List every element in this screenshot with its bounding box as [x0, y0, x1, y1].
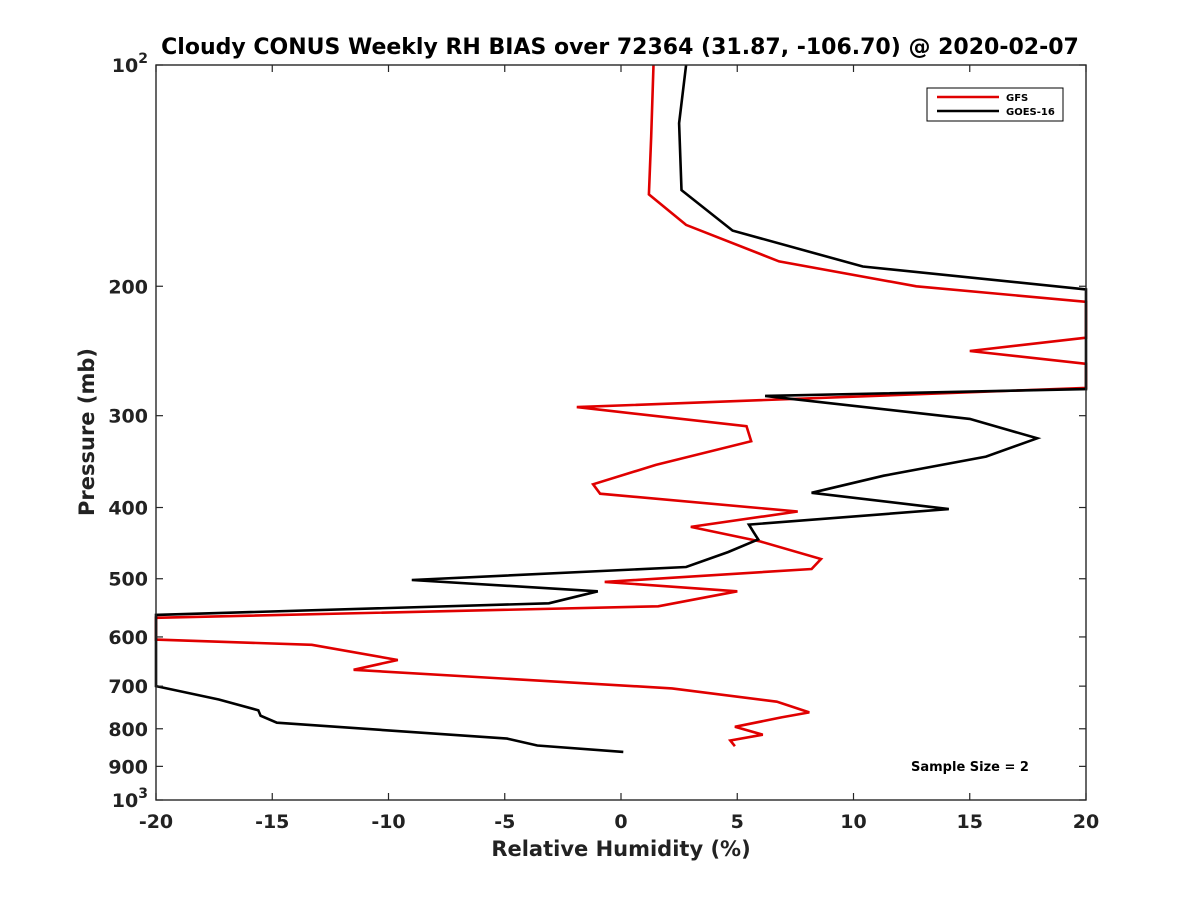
y-tick-label: 900 — [108, 756, 148, 778]
x-tick-label: 5 — [731, 811, 744, 833]
x-tick-label: -15 — [255, 811, 289, 833]
series-line-gfs — [154, 64, 1088, 748]
y-tick-label: 600 — [108, 627, 148, 649]
y-axis: 102 200 300 400 500 600 700 800 900 103 — [108, 51, 1086, 812]
x-tick-label: -5 — [494, 811, 515, 833]
x-axis-label: Relative Humidity (%) — [491, 837, 750, 861]
x-tick-label: 20 — [1073, 811, 1099, 833]
y-tick-label: 800 — [108, 719, 148, 741]
legend: GFS GOES-16 — [926, 87, 1064, 122]
y-axis-label: Pressure (mb) — [75, 348, 99, 516]
legend-label-gfs: GFS — [1006, 93, 1028, 104]
series-line-goes-16 — [154, 64, 1088, 754]
chart-title: Cloudy CONUS Weekly RH BIAS over 72364 (… — [161, 35, 1079, 60]
y-tick-label: 102 — [112, 51, 148, 77]
plot-lines — [154, 64, 1088, 754]
x-axis: -20 -15 -10 -5 0 5 10 15 20 — [139, 65, 1099, 833]
x-tick-label: 0 — [614, 811, 627, 833]
y-tick-label: 200 — [108, 276, 148, 298]
legend-label-goes-16: GOES-16 — [1006, 107, 1055, 118]
y-tick-label: 400 — [108, 498, 148, 520]
legend-box — [926, 87, 1064, 122]
y-tick-label: 500 — [108, 569, 148, 591]
y-tick-label: 300 — [108, 406, 148, 428]
x-tick-label: -20 — [139, 811, 173, 833]
plot-area — [155, 64, 1087, 801]
y-tick-label: 700 — [108, 676, 148, 698]
x-tick-label: -10 — [371, 811, 405, 833]
x-tick-label: 15 — [957, 811, 983, 833]
x-tick-label: 10 — [840, 811, 866, 833]
y-tick-label: 103 — [112, 786, 148, 812]
sample-size-annotation: Sample Size = 2 — [911, 760, 1029, 775]
